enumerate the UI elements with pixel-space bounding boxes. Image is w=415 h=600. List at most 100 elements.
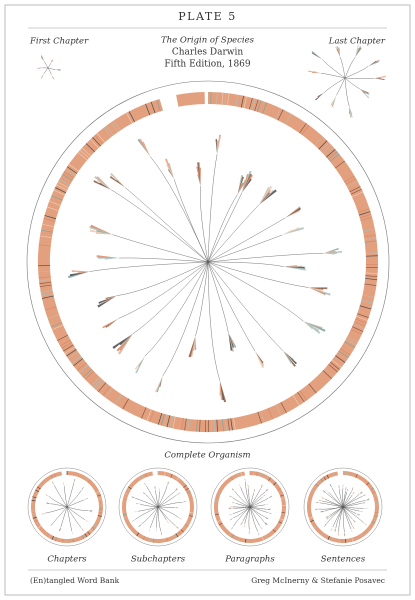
fan [359, 88, 366, 94]
fan [107, 318, 119, 328]
ring-stripe [268, 477, 271, 482]
ring-stripe [49, 200, 61, 206]
fan [104, 295, 117, 301]
branch [66, 506, 89, 511]
branch [342, 500, 366, 508]
ring-stripe [224, 92, 227, 105]
fan [145, 483, 147, 486]
fan [232, 502, 236, 504]
ring-stripe [32, 516, 37, 519]
branch [342, 506, 364, 523]
fan [176, 492, 180, 496]
fan [116, 179, 126, 188]
ring-stripe [96, 133, 106, 143]
fan [166, 163, 175, 180]
ring-stripe [355, 318, 367, 324]
ring-stripe [92, 137, 101, 147]
branch [244, 506, 251, 524]
ring-stripe [141, 474, 145, 479]
ring-stripe [327, 535, 330, 540]
ring-stripe [299, 390, 308, 401]
level-label: Subchapters [131, 555, 186, 565]
ring-stripe [55, 537, 57, 542]
ring-stripe [228, 532, 232, 537]
fan [255, 351, 264, 369]
fan [154, 487, 156, 491]
fan [283, 350, 293, 364]
fan [102, 318, 119, 329]
ring-stripe [59, 179, 71, 186]
fan [55, 69, 61, 72]
ring-stripe [361, 222, 374, 227]
fan [365, 499, 370, 501]
fan [81, 488, 84, 491]
fan [90, 224, 113, 235]
ring-stripe [199, 419, 201, 432]
ring-stripe [310, 519, 314, 523]
fan [229, 517, 234, 521]
ring-stripe [126, 112, 133, 124]
fan [359, 492, 362, 495]
fan [230, 506, 234, 508]
branch [249, 506, 268, 513]
level-label: Chapters [47, 555, 87, 565]
fan [196, 166, 201, 186]
branch [326, 506, 344, 524]
ring-stripe [364, 237, 377, 240]
fan [178, 517, 181, 519]
ring-stripe [365, 275, 378, 278]
fan [110, 172, 126, 188]
ring-stripe [214, 499, 219, 502]
branch [43, 67, 49, 74]
fan [199, 167, 201, 186]
fan [323, 250, 336, 254]
fan [349, 106, 352, 118]
ring-stripe [41, 292, 54, 296]
fan [323, 250, 342, 254]
ring-stripe [267, 407, 274, 420]
fan [325, 515, 330, 518]
fan [311, 52, 323, 60]
fan [84, 519, 87, 522]
fan [83, 497, 88, 500]
ring-stripe [357, 208, 370, 213]
fan [321, 511, 325, 512]
fan [337, 47, 341, 58]
ring-stripe [51, 324, 64, 331]
fan [338, 485, 340, 490]
ring-stripe [322, 370, 332, 379]
ring-stripe [365, 249, 378, 251]
fan [326, 490, 329, 493]
fan [365, 499, 370, 501]
fan [264, 516, 267, 519]
branch [249, 496, 263, 508]
outer-circle [26, 80, 390, 444]
ring-stripe [85, 143, 95, 153]
fan [268, 495, 272, 499]
footer-left: (En)tangled Word Bank [30, 576, 120, 585]
branch [119, 257, 209, 263]
ring-stripe [245, 538, 247, 543]
fan [133, 519, 136, 521]
ring-stripe [236, 473, 240, 478]
ring-stripe [361, 300, 373, 304]
branch [232, 506, 251, 509]
fan [315, 509, 319, 510]
fan [133, 519, 136, 521]
fan [363, 522, 367, 526]
fan [175, 525, 179, 528]
fan [265, 504, 268, 505]
fan [182, 500, 187, 503]
ring-stripe [89, 529, 93, 533]
branch [157, 506, 179, 518]
branch [54, 485, 68, 508]
ring-stripe [144, 473, 148, 478]
ring-stripe [328, 363, 338, 373]
fan [77, 271, 90, 273]
fan [174, 489, 178, 492]
fan [361, 502, 365, 504]
fan [69, 271, 90, 277]
ring-stripe [301, 124, 310, 135]
branch [66, 506, 72, 532]
branch [63, 486, 68, 508]
